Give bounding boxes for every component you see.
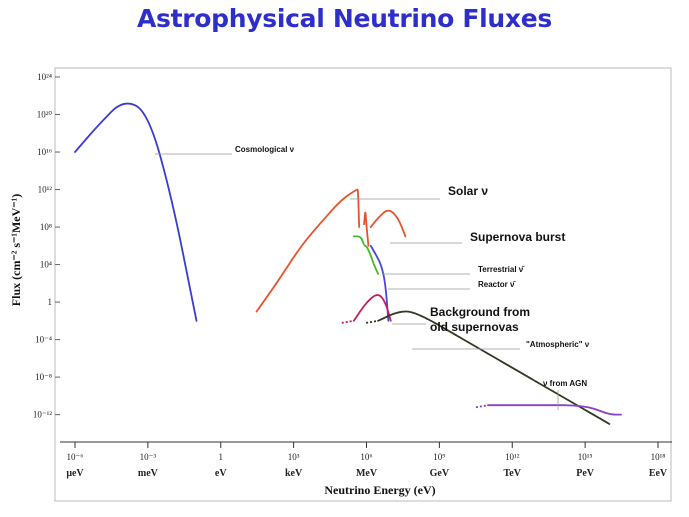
series-reactor xyxy=(369,244,390,322)
series-atmospheric xyxy=(377,310,611,425)
x-tick-unit: PeV xyxy=(576,468,595,479)
series-background-from-old-supernovas xyxy=(352,294,392,322)
x-tick-group: 10⁻⁶ μeV 10⁻³ meV 1 eV 10³ keV 10⁶ MeV 10⁹ GeV 10¹² T… xyxy=(66,442,668,479)
x-tick-label: 10⁹ xyxy=(433,452,445,462)
leader-lines-group xyxy=(155,153,559,410)
x-tick-label: 10¹⁵ xyxy=(578,452,593,462)
x-axis-label: Neutrino Energy (eV) xyxy=(324,483,435,497)
y-tick-label: 10⁻¹² xyxy=(33,410,52,420)
series-lead-in xyxy=(341,319,354,324)
y-tick-label: 10⁴ xyxy=(40,260,52,270)
y-tick-group: 10²⁴ 10²⁰ 10¹⁶ 10¹² 10⁸ 10⁴ 1 10⁻⁴ 10⁻⁸ 10⁻¹² xyxy=(33,72,60,420)
x-tick-unit: TeV xyxy=(504,468,522,479)
annotation-supernova-burst: Supernova burst xyxy=(470,230,565,244)
y-tick-label: 10¹⁶ xyxy=(37,147,52,157)
series-lead-in xyxy=(475,404,489,409)
x-tick-unit: meV xyxy=(138,468,159,479)
annotation-solar: Solar ν xyxy=(448,184,488,198)
annotation-from-agn: ν from AGN xyxy=(543,379,587,388)
y-tick-label: 10⁻⁴ xyxy=(35,335,52,345)
x-tick-label: 1 xyxy=(219,452,224,462)
x-tick-label: 10³ xyxy=(288,452,300,462)
x-tick-unit: μeV xyxy=(66,468,84,479)
annotation-cosmological: Cosmological ν xyxy=(235,145,295,154)
x-tick-label: 10¹² xyxy=(505,452,520,462)
series-group xyxy=(74,102,622,425)
series-cosmological xyxy=(74,102,198,322)
x-tick-label: 10⁻³ xyxy=(140,452,157,462)
series-from-agn xyxy=(487,404,622,416)
x-tick-unit: GeV xyxy=(430,468,450,479)
x-tick-label: 10¹⁸ xyxy=(651,452,666,462)
plot-frame xyxy=(54,67,672,502)
annotation-reactor: Reactor ν̄ xyxy=(478,280,516,289)
x-tick-unit: keV xyxy=(285,468,303,479)
annotation-atmospheric: "Atmospheric" ν xyxy=(526,340,590,349)
annotations-group: Cosmological ν Solar ν Supernova burst Terr… xyxy=(235,145,590,388)
annotation-background-from: Background from xyxy=(430,305,530,319)
y-tick-label: 10⁻⁸ xyxy=(35,372,52,382)
x-tick-unit: EeV xyxy=(649,468,668,479)
series-solar-lines xyxy=(363,211,370,247)
y-tick-label: 10⁸ xyxy=(40,222,52,232)
x-tick-label: 10⁶ xyxy=(360,452,372,462)
series-terrestrial xyxy=(352,235,380,275)
y-tick-label: 1 xyxy=(48,297,53,307)
x-tick-unit: eV xyxy=(215,468,227,479)
y-tick-label: 10²⁰ xyxy=(37,110,53,120)
y-tick-label: 10¹² xyxy=(38,185,53,195)
chart-title: Astrophysical Neutrino Fluxes xyxy=(137,4,552,33)
x-tick-unit: MeV xyxy=(356,468,378,479)
x-tick-label: 10⁻⁶ xyxy=(67,452,84,462)
series-solar xyxy=(255,188,361,313)
y-tick-label: 10²⁴ xyxy=(37,72,52,82)
annotation-terrestrial: Terrestrial ν̄ xyxy=(478,265,525,274)
annotation-old-supernovas: old supernovas xyxy=(430,320,519,334)
series-supernova-burst xyxy=(369,209,407,238)
series-lead-in xyxy=(365,319,379,324)
y-axis-label: Flux (cm⁻² s⁻¹MeV⁻¹) xyxy=(9,194,23,306)
